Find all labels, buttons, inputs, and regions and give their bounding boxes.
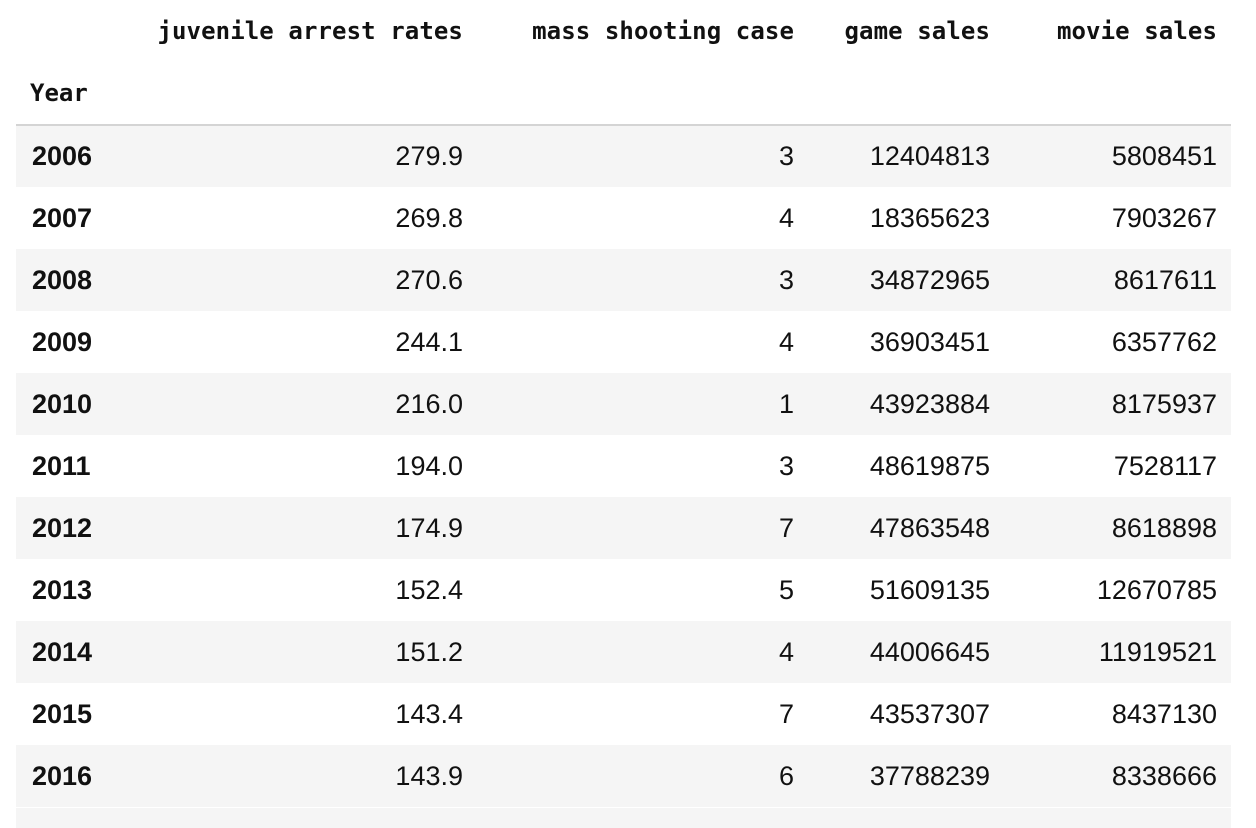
table-bottom-strip — [16, 808, 1231, 828]
cell-juvenile-arrest-rate: 143.9 — [395, 760, 463, 791]
cell-juvenile-arrest-rate: 244.1 — [395, 326, 463, 357]
cell-mass-shooting-case: 3 — [778, 141, 794, 171]
table-row: 2006 279.9 3 12404813 5808451 — [16, 125, 1231, 187]
table-row: 2007 269.8 4 18365623 7903267 — [16, 187, 1231, 249]
cell-mass-shooting-case: 1 — [778, 388, 794, 419]
table-row: 2009 244.1 4 36903451 6357762 — [16, 311, 1231, 373]
column-header-row: juvenile arrest rates mass shooting case… — [16, 0, 1231, 62]
cell-juvenile-arrest-rate: 279.9 — [395, 141, 463, 171]
cell-movie-sales: 5808451 — [1111, 141, 1217, 171]
cell-juvenile-arrest-rate: 269.8 — [395, 202, 463, 233]
cell-movie-sales: 6357762 — [1111, 326, 1217, 357]
row-index-year: 2006 — [32, 141, 93, 171]
cell-juvenile-arrest-rate: 194.0 — [395, 450, 463, 481]
table-row: 2011 194.0 3 48619875 7528117 — [16, 435, 1231, 497]
cell-movie-sales: 8338666 — [1111, 760, 1217, 791]
cell-game-sales: 18365623 — [869, 202, 990, 233]
cell-movie-sales: 7903267 — [1111, 202, 1217, 233]
row-index-year: 2013 — [32, 574, 93, 605]
cell-mass-shooting-case: 4 — [778, 202, 794, 233]
cell-movie-sales: 7528117 — [1113, 450, 1217, 481]
cell-juvenile-arrest-rate: 152.4 — [395, 574, 463, 605]
row-index-year: 2008 — [32, 264, 93, 295]
cell-mass-shooting-case: 7 — [778, 512, 794, 543]
column-header-juvenile-arrest-rates: juvenile arrest rates — [157, 17, 463, 45]
row-index-year: 2012 — [32, 512, 93, 543]
column-header-game-sales: game sales — [844, 17, 990, 45]
cell-mass-shooting-case: 6 — [778, 760, 794, 791]
cell-mass-shooting-case: 7 — [778, 698, 794, 729]
cell-game-sales: 36903451 — [869, 326, 990, 357]
table-row: 2014 151.2 4 44006645 11919521 — [16, 621, 1231, 683]
cell-mass-shooting-case: 3 — [778, 450, 794, 481]
cell-game-sales: 34872965 — [869, 264, 990, 295]
row-index-year: 2007 — [32, 202, 93, 233]
cell-juvenile-arrest-rate: 143.4 — [395, 698, 463, 729]
table-row: 2012 174.9 7 47863548 8618898 — [16, 497, 1231, 559]
row-index-year: 2015 — [32, 698, 93, 729]
column-header-mass-shooting-case: mass shooting case — [532, 17, 794, 45]
cell-game-sales: 12404813 — [869, 141, 990, 171]
cell-movie-sales: 8175937 — [1111, 388, 1217, 419]
cell-juvenile-arrest-rate: 270.6 — [395, 264, 463, 295]
cell-juvenile-arrest-rate: 216.0 — [395, 388, 463, 419]
row-index-year: 2009 — [32, 326, 93, 357]
cell-movie-sales: 12670785 — [1096, 574, 1217, 605]
table-row: 2010 216.0 1 43923884 8175937 — [16, 373, 1231, 435]
cell-game-sales: 48619875 — [869, 450, 990, 481]
column-header-movie-sales: movie sales — [1056, 17, 1217, 45]
cell-game-sales: 51609135 — [869, 574, 990, 605]
cell-game-sales: 47863548 — [869, 512, 990, 543]
row-index-year: 2016 — [32, 760, 93, 791]
cell-movie-sales: 8618898 — [1111, 512, 1217, 543]
table-row: 2016 143.9 6 37788239 8338666 — [16, 745, 1231, 807]
index-name-row: Year — [16, 62, 1231, 126]
cell-mass-shooting-case: 3 — [778, 264, 794, 295]
table-row: 2008 270.6 3 34872965 8617611 — [16, 249, 1231, 311]
index-name-year: Year — [16, 62, 125, 126]
cell-mass-shooting-case: 4 — [778, 326, 794, 357]
cell-juvenile-arrest-rate: 151.2 — [395, 636, 463, 667]
cell-game-sales: 43537307 — [869, 698, 990, 729]
cell-game-sales: 43923884 — [869, 388, 990, 419]
row-index-year: 2011 — [32, 450, 91, 481]
cell-mass-shooting-case: 5 — [778, 574, 794, 605]
cell-game-sales: 37788239 — [869, 760, 990, 791]
cell-game-sales: 44006645 — [869, 636, 990, 667]
dataframe-table: juvenile arrest rates mass shooting case… — [16, 0, 1231, 807]
index-header-blank — [16, 0, 125, 62]
cell-movie-sales: 8437130 — [1111, 698, 1217, 729]
cell-movie-sales: 11919521 — [1098, 636, 1217, 667]
cell-mass-shooting-case: 4 — [778, 636, 794, 667]
table-body: 2006 279.9 3 12404813 5808451 2007 269.8 4 18365… — [16, 125, 1231, 807]
table-row: 2015 143.4 7 43537307 8437130 — [16, 683, 1231, 745]
row-index-year: 2010 — [32, 388, 93, 419]
cell-movie-sales: 8617611 — [1113, 264, 1217, 295]
cell-juvenile-arrest-rate: 174.9 — [395, 512, 463, 543]
table-row: 2013 152.4 5 51609135 12670785 — [16, 559, 1231, 621]
row-index-year: 2014 — [32, 636, 93, 667]
